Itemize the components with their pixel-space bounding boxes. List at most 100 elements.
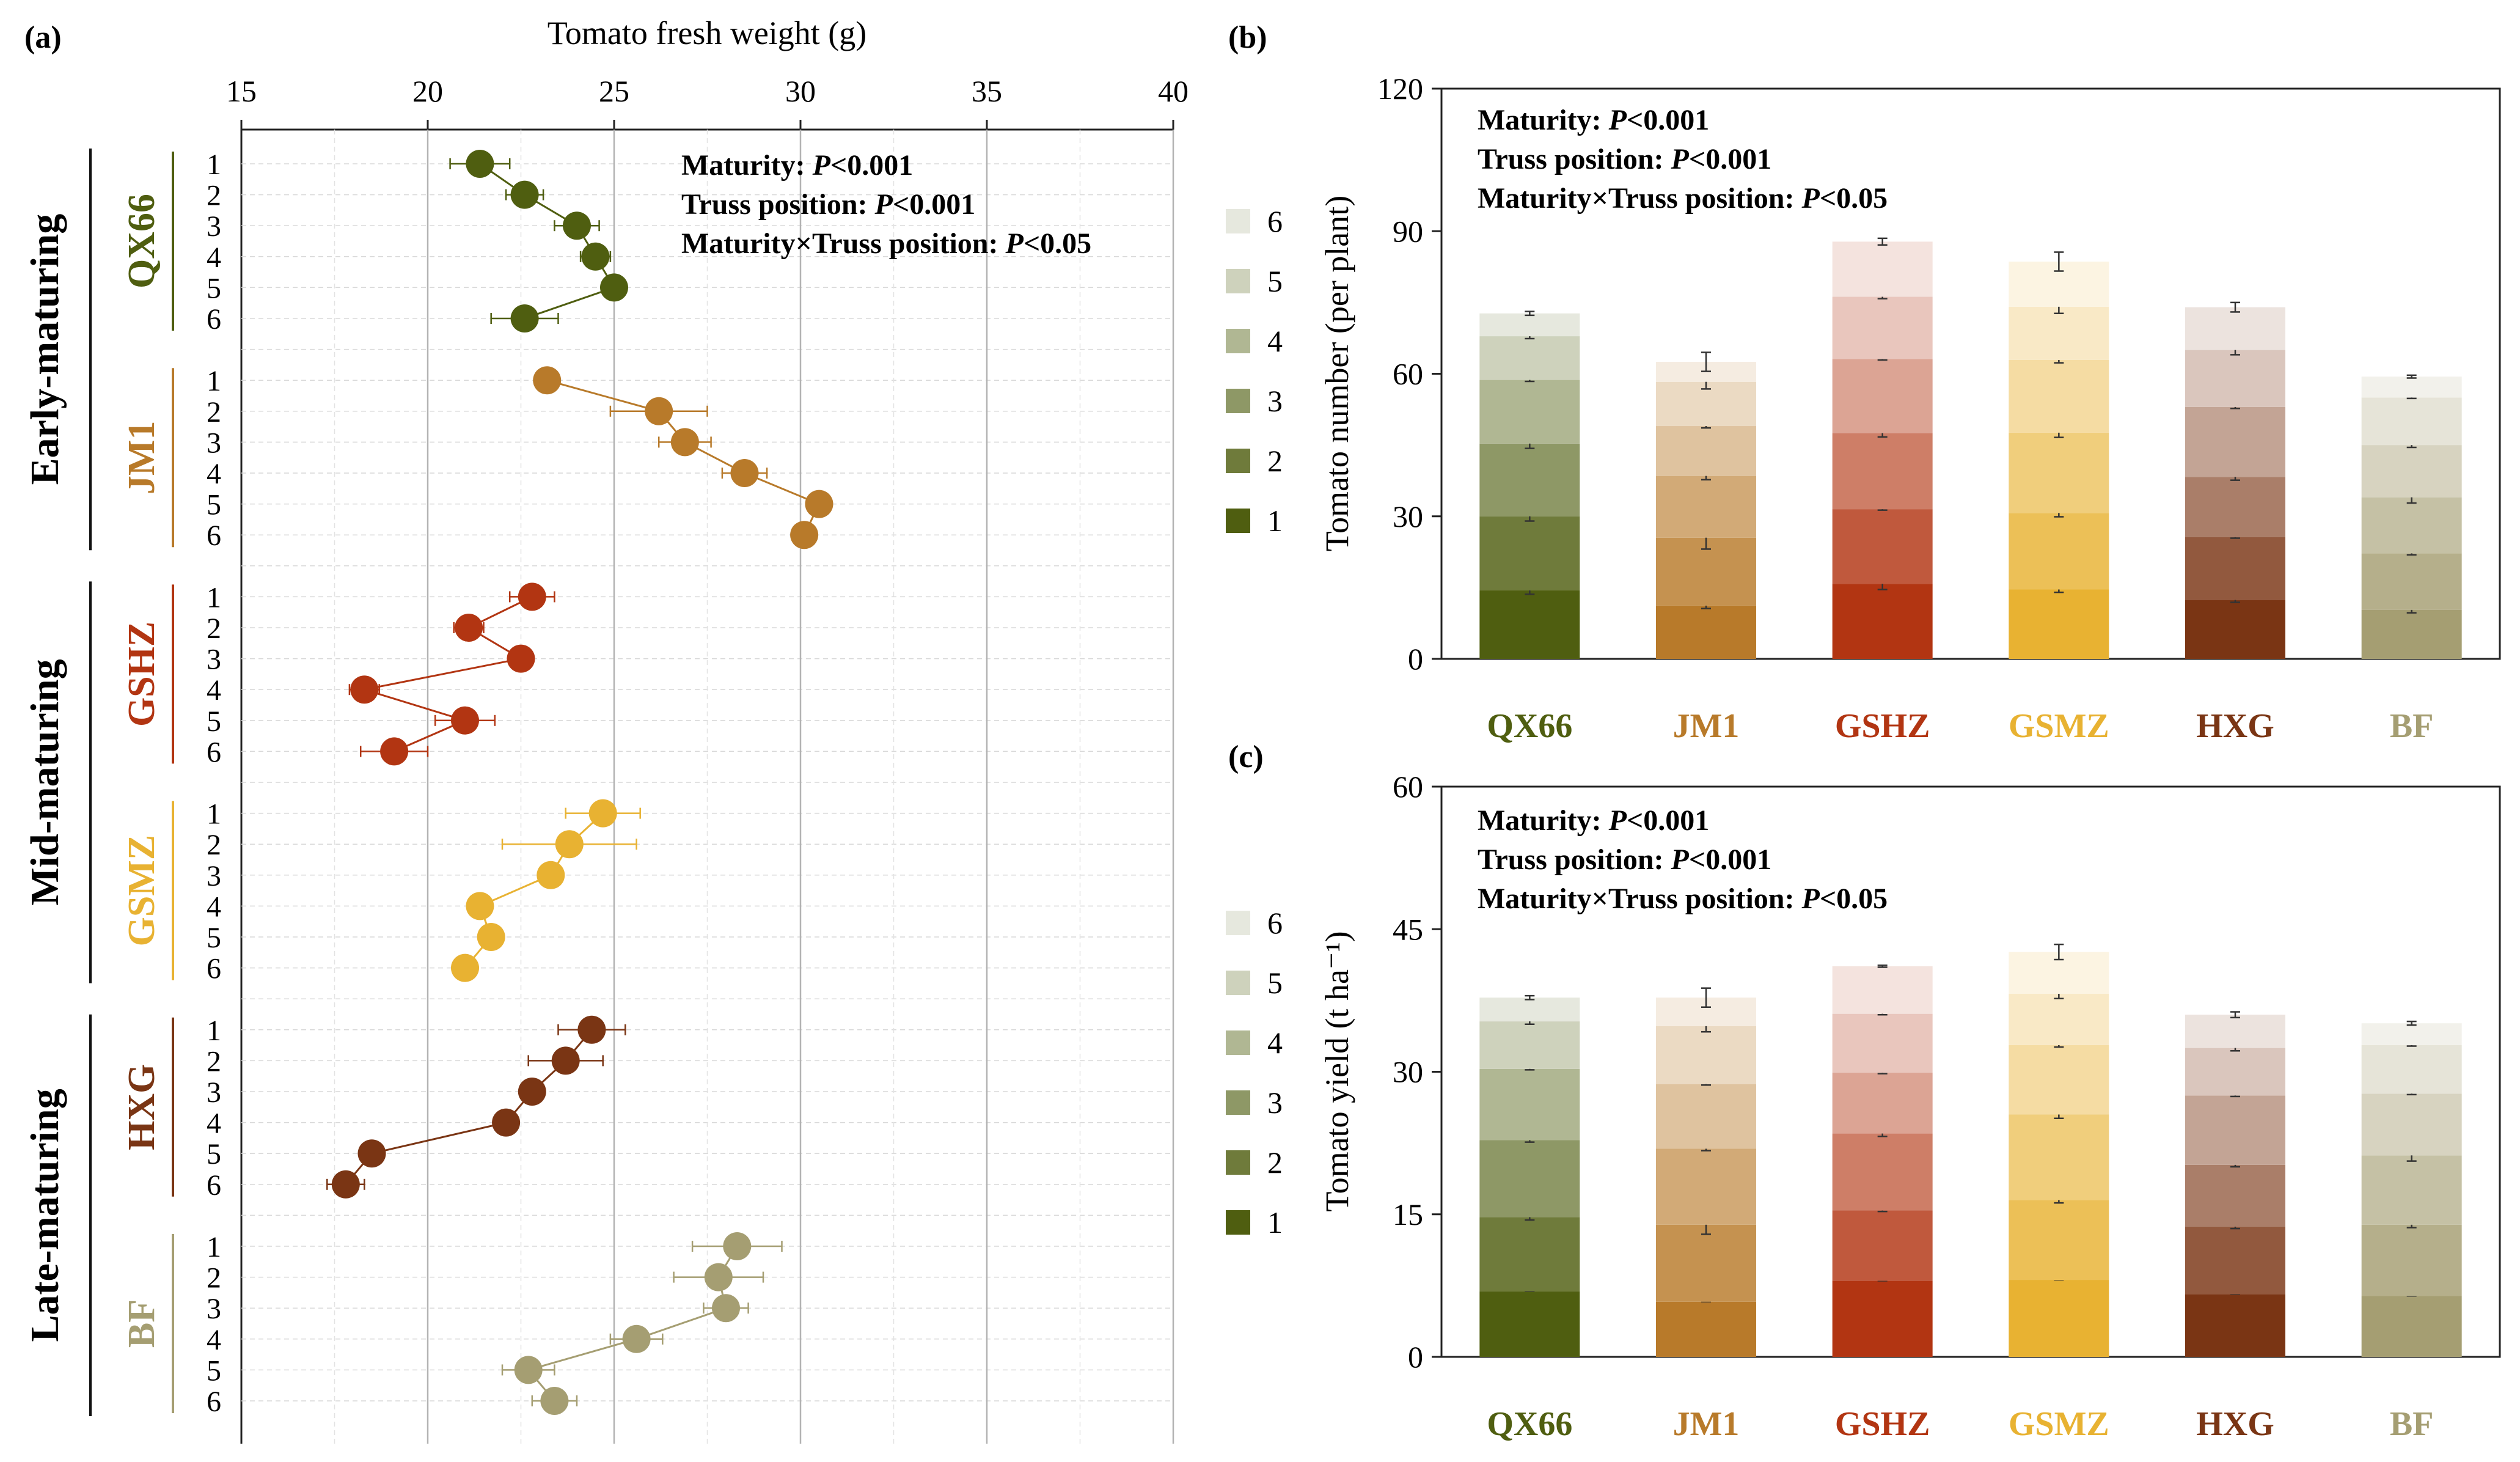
truss-tick-label: 5 — [207, 272, 221, 304]
bar-segment-HXG-truss-6 — [2185, 307, 2285, 350]
stat-text: Truss position: — [1478, 843, 1671, 876]
truss-tick-label: 6 — [207, 1386, 221, 1418]
stat-p: P — [1671, 143, 1690, 175]
stat-value: <0.001 — [1627, 104, 1709, 136]
y-tick-label: 90 — [1393, 214, 1423, 248]
legend-swatch-truss-4 — [1226, 1030, 1250, 1055]
bar-segment-JM1-truss-4 — [1656, 1084, 1756, 1149]
cultivar-label: QX66 — [121, 194, 163, 288]
bar-segment-GSHZ-truss-2 — [1832, 1210, 1933, 1281]
legend-label: 3 — [1267, 384, 1283, 418]
bar-segment-HXG-truss-6 — [2185, 1015, 2285, 1048]
truss-tick-label: 3 — [207, 210, 221, 243]
data-point — [451, 706, 479, 735]
y-tick-label: 0 — [1408, 642, 1423, 676]
y-tick-label: 30 — [1393, 499, 1423, 534]
data-point — [622, 1324, 651, 1353]
stat-p: P — [1005, 227, 1024, 260]
bar-segment-GSHZ-truss-3 — [1832, 1133, 1933, 1211]
data-point — [805, 490, 833, 518]
y-tick-label: 60 — [1393, 770, 1423, 804]
data-point — [537, 861, 565, 889]
stat-text: Maturity×Truss position: — [1478, 883, 1801, 915]
truss-tick-label: 2 — [207, 180, 221, 212]
stat-text: Maturity: — [681, 149, 813, 182]
panel-b-category-labels: QX66 JM1 GSHZ GSMZ HXG BF — [1487, 707, 2433, 745]
panel-c-category-labels: QX66 JM1 GSHZ GSMZ HXG BF — [1487, 1405, 2433, 1443]
panel-b-y-ticks: 0 30 60 90 120 — [1377, 72, 1441, 676]
bar-segment-QX66-truss-3 — [1479, 1140, 1580, 1218]
data-point — [518, 1078, 546, 1106]
bar-segment-HXG-truss-5 — [2185, 350, 2285, 407]
data-point — [730, 459, 759, 487]
data-point — [540, 1387, 569, 1415]
bar-segment-GSHZ-truss-4 — [1832, 359, 1933, 433]
data-point — [451, 953, 479, 982]
category-label: GSMZ — [2009, 707, 2109, 745]
category-label: QX66 — [1487, 707, 1572, 745]
stat-p: P — [812, 149, 831, 182]
cultivar-label: GSHZ — [121, 622, 163, 727]
category-label: GSMZ — [2009, 1405, 2109, 1443]
bar-segment-GSHZ-truss-3 — [1832, 433, 1933, 510]
stat-text: Maturity: — [1478, 804, 1609, 837]
bar-segment-GSMZ-truss-1 — [2009, 589, 2109, 659]
truss-tick-label: 1 — [207, 581, 221, 614]
data-point — [518, 582, 546, 611]
bar-segment-GSMZ-truss-1 — [2009, 1280, 2109, 1357]
bar-segment-BF-truss-1 — [2361, 1296, 2462, 1357]
panel-a-gridlines — [241, 130, 1174, 1444]
panel-label-a: (a) — [24, 20, 62, 55]
stat-value: <0.05 — [1024, 227, 1091, 260]
stat-text: Maturity×Truss position: — [681, 227, 1005, 260]
data-point — [712, 1294, 740, 1323]
legend-label: 4 — [1267, 1026, 1283, 1060]
legend-swatch-truss-3 — [1226, 389, 1250, 413]
stat-line-maturity: Maturity: P<0.001 — [681, 149, 913, 182]
bar-segment-GSMZ-truss-2 — [2009, 513, 2109, 590]
truss-tick-label: 2 — [207, 1262, 221, 1295]
stat-value: <0.05 — [1820, 883, 1888, 915]
bar-segment-JM1-truss-1 — [1656, 1301, 1756, 1357]
legend-label: 2 — [1267, 444, 1283, 478]
data-point — [466, 892, 494, 920]
legend-swatch-truss-5 — [1226, 971, 1250, 995]
bar-segment-JM1-truss-2 — [1656, 1224, 1756, 1302]
bar-segment-GSHZ-truss-2 — [1832, 509, 1933, 584]
truss-tick-label: 1 — [207, 1231, 221, 1263]
series-line-BF — [527, 1246, 738, 1401]
category-label: JM1 — [1673, 1405, 1740, 1443]
bar-segment-BF-truss-2 — [2361, 553, 2462, 610]
panel-b-bars — [1479, 237, 2462, 659]
bar-segment-GSHZ-truss-4 — [1832, 1073, 1933, 1134]
panel-label-c: (c) — [1228, 740, 1264, 774]
bar-segment-GSMZ-truss-3 — [2009, 1114, 2109, 1200]
truss-tick-label: 2 — [207, 396, 221, 428]
legend-swatch-truss-2 — [1226, 1150, 1250, 1175]
bar-segment-QX66-truss-5 — [1479, 336, 1580, 380]
bar-segment-BF-truss-2 — [2361, 1224, 2462, 1296]
stat-p: P — [1801, 182, 1820, 215]
truss-tick-label: 6 — [207, 520, 221, 552]
data-point — [563, 211, 591, 240]
bar-segment-HXG-truss-3 — [2185, 1164, 2285, 1227]
truss-tick-label: 4 — [207, 458, 221, 490]
data-point — [510, 180, 539, 209]
stat-value: <0.001 — [1689, 843, 1771, 876]
panel-c-legend: 6 5 4 3 2 1 — [1226, 906, 1283, 1240]
truss-tick-label: 1 — [207, 1015, 221, 1047]
panel-a-group-labels: Early-maturing Mid-maturing Late-maturing Q… — [23, 149, 221, 1418]
legend-label: 3 — [1267, 1085, 1283, 1120]
bar-segment-GSHZ-truss-5 — [1832, 1013, 1933, 1073]
data-point — [514, 1356, 543, 1384]
y-tick-label: 120 — [1377, 72, 1423, 106]
y-tick-label: 60 — [1393, 357, 1423, 391]
truss-tick-label: 4 — [207, 891, 221, 923]
data-point — [380, 737, 409, 766]
stat-text: Truss position: — [1478, 143, 1671, 175]
legend-swatch-truss-4 — [1226, 329, 1250, 353]
truss-tick-label: 6 — [207, 303, 221, 336]
truss-tick-label: 6 — [207, 1169, 221, 1202]
y-tick-label: 0 — [1408, 1340, 1423, 1374]
